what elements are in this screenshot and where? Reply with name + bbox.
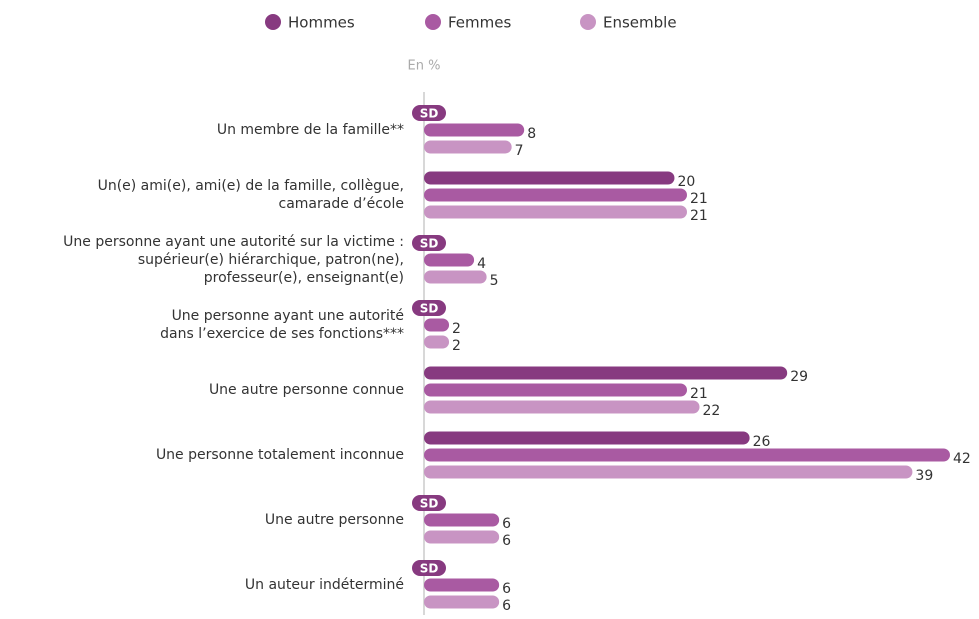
- value-label: 8: [527, 126, 536, 142]
- bar: [424, 383, 687, 397]
- category-label: Une personne ayant une autorité sur la v…: [63, 234, 404, 250]
- bar: [424, 335, 450, 349]
- value-label: SD: [420, 562, 439, 576]
- bar: [424, 595, 500, 609]
- category-label: professeur(e), enseignant(e): [204, 270, 404, 286]
- value-label: SD: [420, 237, 439, 251]
- bar: [424, 513, 500, 527]
- value-label: 6: [502, 581, 511, 597]
- value-label: 29: [790, 369, 808, 385]
- category-label: Une personne ayant une autorité: [172, 308, 404, 324]
- category-label: Un membre de la famille**: [217, 122, 404, 138]
- bar: [424, 578, 500, 592]
- sd-badge: [412, 300, 446, 316]
- value-label: SD: [420, 302, 439, 316]
- category-label: Un auteur indéterminé: [245, 577, 404, 593]
- value-label: 5: [490, 273, 499, 289]
- bar: [424, 270, 487, 284]
- category-label: Une autre personne connue: [209, 382, 404, 398]
- bar: [424, 253, 475, 267]
- value-label: 39: [915, 468, 933, 484]
- bar: [424, 448, 950, 462]
- sd-badge: [412, 495, 446, 511]
- bar: [424, 465, 913, 479]
- legend-swatch: [580, 14, 596, 30]
- category-label: camarade d’école: [279, 196, 405, 212]
- bar: [424, 431, 750, 445]
- category-label: dans l’exercice de ses fonctions***: [160, 326, 404, 342]
- legend-label: Ensemble: [603, 14, 677, 32]
- value-label: 7: [515, 143, 524, 159]
- value-label: 21: [690, 208, 708, 224]
- value-label: 42: [953, 451, 971, 467]
- value-label: 6: [502, 533, 511, 549]
- value-label: SD: [420, 107, 439, 121]
- bar: [424, 530, 500, 544]
- category-label: Une autre personne: [265, 512, 404, 528]
- value-label: 20: [677, 174, 695, 190]
- value-label: 6: [502, 598, 511, 614]
- value-label: 21: [690, 386, 708, 402]
- value-label: 6: [502, 516, 511, 532]
- bar: [424, 205, 687, 219]
- value-label: 26: [753, 434, 771, 450]
- value-label: SD: [420, 497, 439, 511]
- bar: [424, 140, 512, 154]
- value-label: 21: [690, 191, 708, 207]
- category-label: Un(e) ami(e), ami(e) de la famille, coll…: [98, 178, 404, 194]
- legend-swatch: [425, 14, 441, 30]
- sd-badge: [412, 105, 446, 121]
- bar: [424, 400, 700, 414]
- legend-label: Femmes: [448, 14, 511, 32]
- category-label: supérieur(e) hiérarchique, patron(ne),: [138, 252, 404, 268]
- bar: [424, 171, 675, 185]
- category-label: Une personne totalement inconnue: [156, 447, 404, 463]
- unit-label: En %: [408, 59, 441, 74]
- bar: [424, 318, 450, 332]
- value-label: 2: [452, 338, 461, 354]
- value-label: 4: [477, 256, 486, 272]
- bar: [424, 188, 687, 202]
- bar: [424, 123, 525, 137]
- value-label: 2: [452, 321, 461, 337]
- legend-label: Hommes: [288, 14, 355, 32]
- value-label: 22: [703, 403, 721, 419]
- sd-badge: [412, 235, 446, 251]
- sd-badge: [412, 560, 446, 576]
- legend-swatch: [265, 14, 281, 30]
- bar: [424, 366, 788, 380]
